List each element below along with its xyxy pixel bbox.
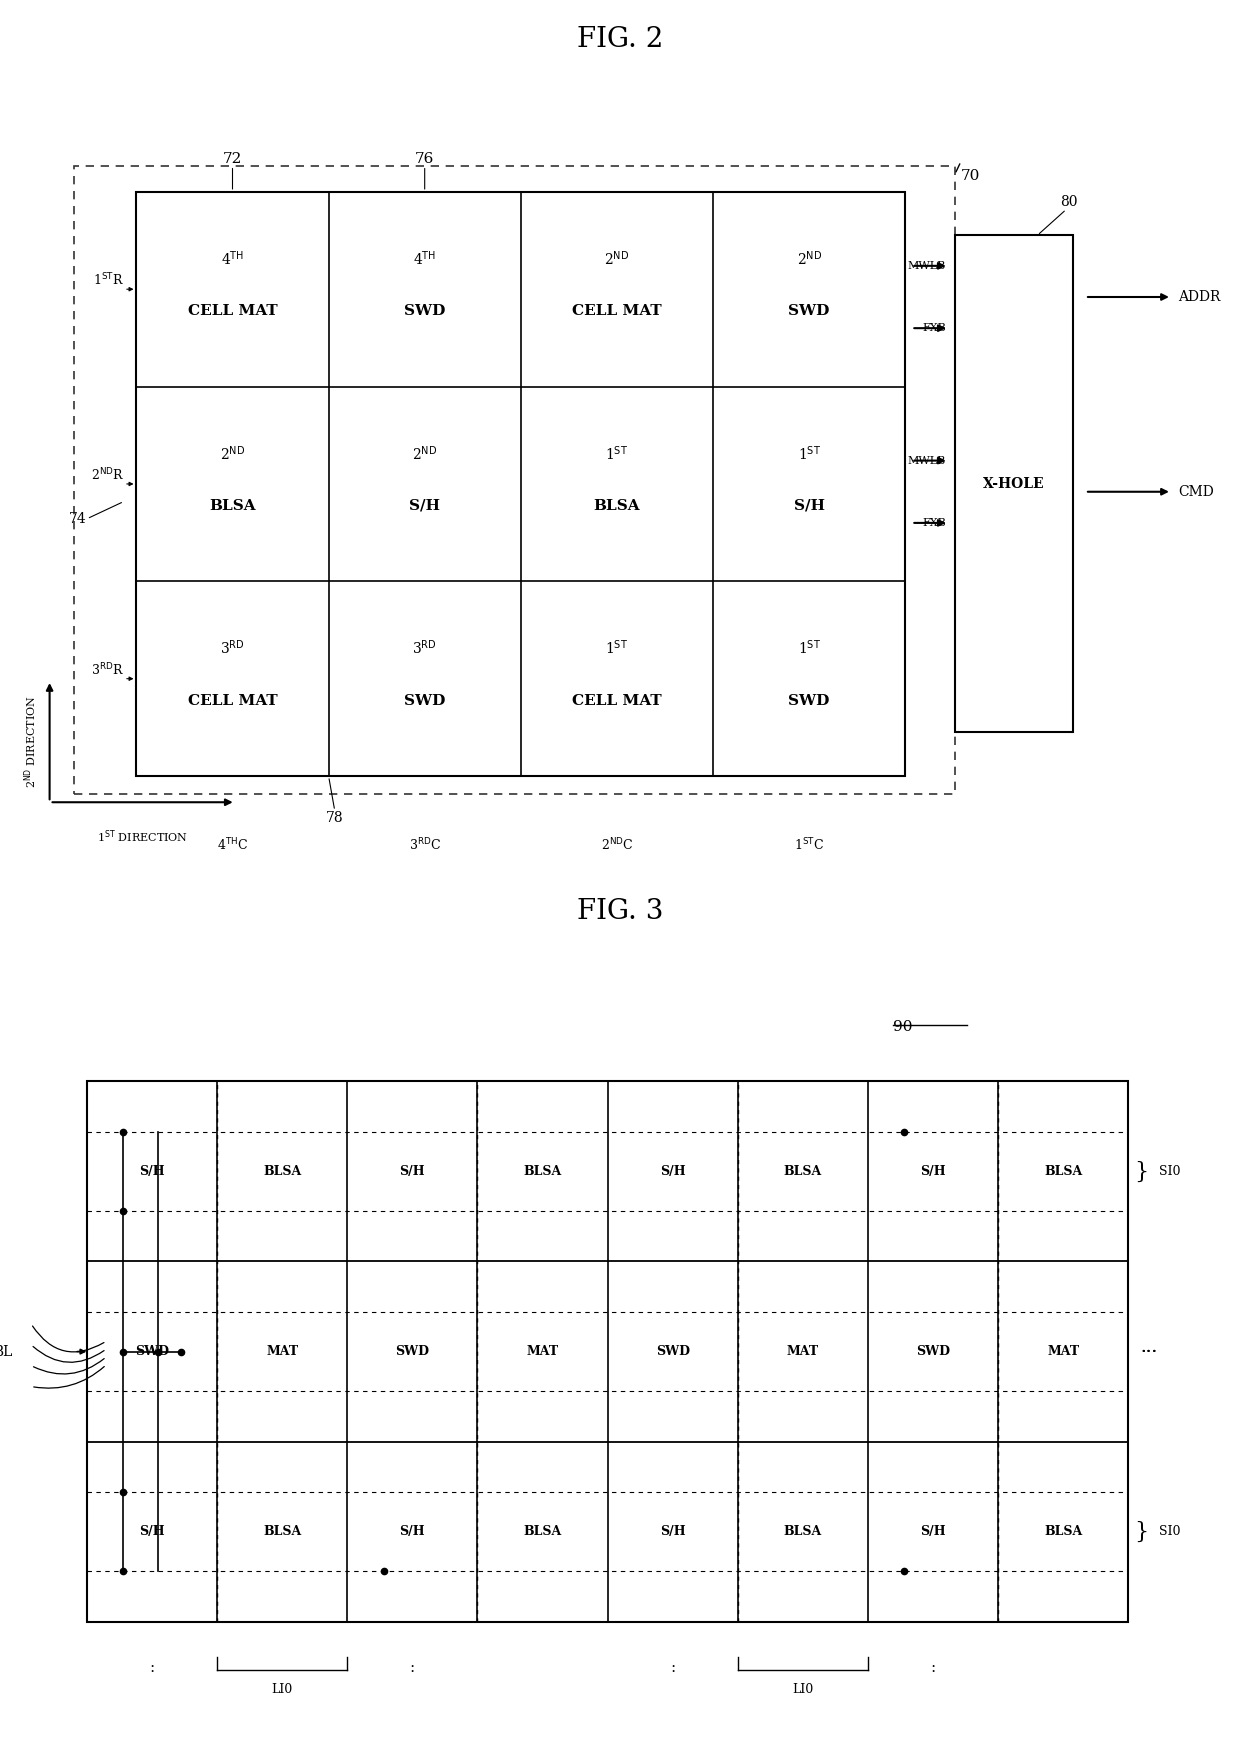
Bar <box>87 1081 1128 1622</box>
FancyArrowPatch shape <box>33 1359 104 1374</box>
Text: 3$^{\mathrm{RD}}$R: 3$^{\mathrm{RD}}$R <box>91 661 124 678</box>
Text: SWD: SWD <box>916 1345 950 1359</box>
Text: 3$^{\mathrm{RD}}$: 3$^{\mathrm{RD}}$ <box>221 638 244 657</box>
Text: BLSA: BLSA <box>784 1526 822 1538</box>
Text: MAT: MAT <box>787 1345 818 1359</box>
Text: :: : <box>670 1660 676 1676</box>
Text: 2$^{\mathrm{ND}}$C: 2$^{\mathrm{ND}}$C <box>600 837 634 855</box>
Text: S/H: S/H <box>139 1526 165 1538</box>
Bar <box>136 192 905 776</box>
Text: ···: ··· <box>1141 1343 1158 1360</box>
Text: BLSA: BLSA <box>263 1526 301 1538</box>
Text: 80: 80 <box>1060 195 1078 209</box>
Text: :: : <box>149 1660 155 1676</box>
Text: LI0: LI0 <box>272 1683 293 1695</box>
Text: SWD: SWD <box>404 303 445 317</box>
Text: ···: ··· <box>1141 1343 1158 1360</box>
Text: BLSA: BLSA <box>1044 1526 1083 1538</box>
Text: BLSA: BLSA <box>1044 1165 1083 1177</box>
FancyArrowPatch shape <box>32 1325 104 1352</box>
Text: 72: 72 <box>223 152 242 166</box>
Text: FIG. 3: FIG. 3 <box>577 898 663 924</box>
Text: MAT: MAT <box>1048 1345 1079 1359</box>
FancyArrowPatch shape <box>33 1367 104 1388</box>
Text: 2$^{\mathrm{ND}}$: 2$^{\mathrm{ND}}$ <box>412 445 438 462</box>
Text: SWD: SWD <box>135 1345 169 1359</box>
Text: 78: 78 <box>326 811 343 825</box>
Text: S/H: S/H <box>399 1165 425 1177</box>
Text: S/H: S/H <box>920 1526 946 1538</box>
Text: 90: 90 <box>893 1020 913 1034</box>
Text: CMD: CMD <box>1178 485 1214 499</box>
Text: FXB: FXB <box>923 323 946 333</box>
Text: S/H: S/H <box>139 1165 165 1177</box>
Text: FIG. 2: FIG. 2 <box>577 26 663 52</box>
Text: 2$^{\mathrm{ND}}$R: 2$^{\mathrm{ND}}$R <box>91 467 124 483</box>
Text: 1$^{\mathrm{ST}}$: 1$^{\mathrm{ST}}$ <box>797 638 821 657</box>
Text: 2$^{\mathrm{ND}}$ DIRECTION: 2$^{\mathrm{ND}}$ DIRECTION <box>22 694 40 788</box>
Text: SWD: SWD <box>789 303 830 317</box>
Text: SI0: SI0 <box>1159 1526 1180 1538</box>
Text: 3$^{\mathrm{RD}}$C: 3$^{\mathrm{RD}}$C <box>409 837 440 855</box>
Text: 76: 76 <box>415 152 434 166</box>
Text: 1$^{\mathrm{ST}}$: 1$^{\mathrm{ST}}$ <box>797 445 821 462</box>
Text: CELL MAT: CELL MAT <box>572 694 662 708</box>
Text: 2$^{\mathrm{ND}}$: 2$^{\mathrm{ND}}$ <box>796 249 822 269</box>
Text: }: } <box>1135 1521 1148 1543</box>
Text: :: : <box>409 1660 415 1676</box>
Text: 4$^{\mathrm{TH}}$: 4$^{\mathrm{TH}}$ <box>413 249 436 269</box>
Text: 1$^{\mathrm{ST}}$C: 1$^{\mathrm{ST}}$C <box>794 837 825 855</box>
Bar <box>74 166 955 794</box>
Text: SWD: SWD <box>789 694 830 708</box>
Text: BLSA: BLSA <box>784 1165 822 1177</box>
Text: FXB: FXB <box>923 518 946 528</box>
Text: 1$^{\mathrm{ST}}$: 1$^{\mathrm{ST}}$ <box>605 638 629 657</box>
Text: 2$^{\mathrm{ND}}$: 2$^{\mathrm{ND}}$ <box>219 445 246 462</box>
Text: CELL MAT: CELL MAT <box>572 303 662 317</box>
Text: ADDR: ADDR <box>1178 290 1220 303</box>
Text: }: } <box>1135 1160 1148 1182</box>
Text: CELL MAT: CELL MAT <box>187 303 278 317</box>
Text: S/H: S/H <box>920 1165 946 1177</box>
FancyArrowPatch shape <box>33 1346 104 1362</box>
Text: 4$^{\mathrm{TH}}$C: 4$^{\mathrm{TH}}$C <box>217 837 248 855</box>
Text: S/H: S/H <box>409 499 440 513</box>
Text: S/H: S/H <box>660 1526 686 1538</box>
Text: MAT: MAT <box>267 1345 298 1359</box>
Text: CELL MAT: CELL MAT <box>187 694 278 708</box>
Text: MAT: MAT <box>527 1345 558 1359</box>
Text: BLSA: BLSA <box>523 1526 562 1538</box>
Text: BLSA: BLSA <box>210 499 255 513</box>
Text: BL: BL <box>0 1345 12 1359</box>
Text: 4$^{\mathrm{TH}}$: 4$^{\mathrm{TH}}$ <box>221 249 244 269</box>
Text: SWD: SWD <box>396 1345 429 1359</box>
Text: 1$^{\mathrm{ST}}$R: 1$^{\mathrm{ST}}$R <box>93 272 124 290</box>
Text: X-HOLE: X-HOLE <box>983 476 1044 492</box>
Text: BLSA: BLSA <box>594 499 640 513</box>
Text: MWLB: MWLB <box>908 455 946 466</box>
Text: SI0: SI0 <box>1159 1165 1180 1177</box>
Text: SWD: SWD <box>656 1345 689 1359</box>
Text: 3$^{\mathrm{RD}}$: 3$^{\mathrm{RD}}$ <box>413 638 436 657</box>
Text: 1$^{\mathrm{ST}}$: 1$^{\mathrm{ST}}$ <box>605 445 629 462</box>
Text: S/H: S/H <box>660 1165 686 1177</box>
Text: MWLB: MWLB <box>908 262 946 270</box>
Text: S/H: S/H <box>794 499 825 513</box>
Text: BLSA: BLSA <box>523 1165 562 1177</box>
Text: BLSA: BLSA <box>263 1165 301 1177</box>
Text: 70: 70 <box>961 169 981 183</box>
Text: SWD: SWD <box>404 694 445 708</box>
Bar <box>955 235 1073 732</box>
Text: :: : <box>930 1660 936 1676</box>
Text: 2$^{\mathrm{ND}}$: 2$^{\mathrm{ND}}$ <box>604 249 630 269</box>
Text: 1$^{\mathrm{ST}}$ DIRECTION: 1$^{\mathrm{ST}}$ DIRECTION <box>97 828 188 846</box>
Text: LI0: LI0 <box>792 1683 813 1695</box>
Text: 74: 74 <box>69 511 87 527</box>
Text: S/H: S/H <box>399 1526 425 1538</box>
